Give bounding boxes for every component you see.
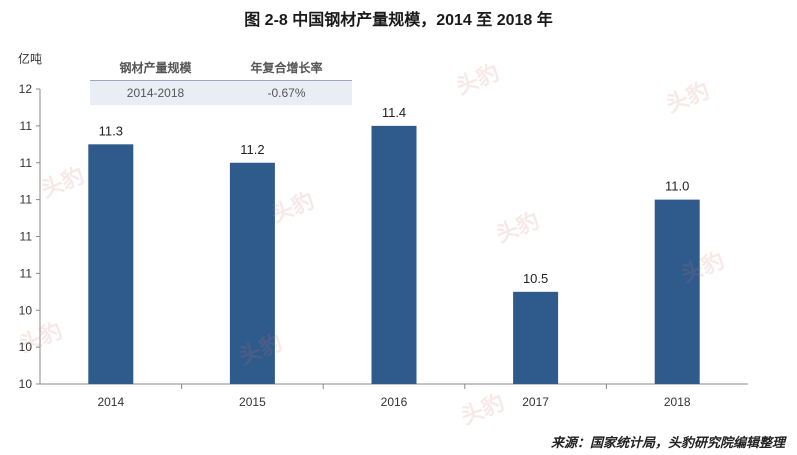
- y-tick-label: 10: [19, 377, 33, 391]
- bar-2014: [88, 144, 134, 384]
- x-ticks: 2014 2015 2016 2017 2018: [97, 384, 691, 409]
- x-tick-label-2015: 2015: [239, 395, 266, 409]
- bar-2017: [513, 291, 559, 384]
- source-note: 来源：国家统计局，头豹研究院编辑整理: [550, 435, 785, 450]
- y-tick-label: 12: [19, 82, 33, 96]
- cagr-table-header-cagr: 年复合增长率: [221, 55, 352, 81]
- y-tick-label: 11: [20, 119, 33, 133]
- cagr-table: 钢材产量规模 年复合增长率 2014-2018 -0.67%: [90, 55, 352, 105]
- data-label-2014: 11.3: [99, 123, 123, 138]
- data-label-2017: 10.5: [523, 271, 548, 286]
- y-axis-unit-label: 亿吨: [18, 52, 43, 66]
- bar-2015: [229, 162, 275, 384]
- bars: [88, 125, 700, 384]
- y-tick-label: 11: [20, 156, 33, 170]
- y-tick-label: 11: [20, 193, 33, 207]
- cagr-table-header-scale: 钢材产量规模: [90, 55, 221, 81]
- y-ticks: 10 10 10 11 11 11 11 11 12: [19, 82, 40, 391]
- y-tick-label: 11: [20, 266, 33, 280]
- x-tick-label-2016: 2016: [381, 395, 408, 409]
- data-label-2015: 11.2: [240, 142, 264, 157]
- x-tick-label-2017: 2017: [522, 395, 549, 409]
- y-tick-label: 10: [19, 340, 33, 354]
- bar-2016: [371, 125, 417, 384]
- y-tick-label: 10: [19, 303, 33, 317]
- x-tick-label-2018: 2018: [664, 395, 691, 409]
- y-tick-label: 11: [20, 230, 33, 244]
- bar-2018: [654, 199, 700, 384]
- data-labels: 11.3 11.2 11.4 10.5 11.0: [99, 105, 690, 286]
- chart-title: 图 2-8 中国钢材产量规模，2014 至 2018 年: [244, 12, 553, 29]
- data-label-2018: 11.0: [665, 179, 689, 194]
- data-label-2016: 11.4: [382, 105, 406, 120]
- cagr-table-period: 2014-2018: [90, 80, 221, 105]
- cagr-table-rate: -0.67%: [221, 80, 352, 105]
- x-tick-label-2014: 2014: [97, 395, 124, 409]
